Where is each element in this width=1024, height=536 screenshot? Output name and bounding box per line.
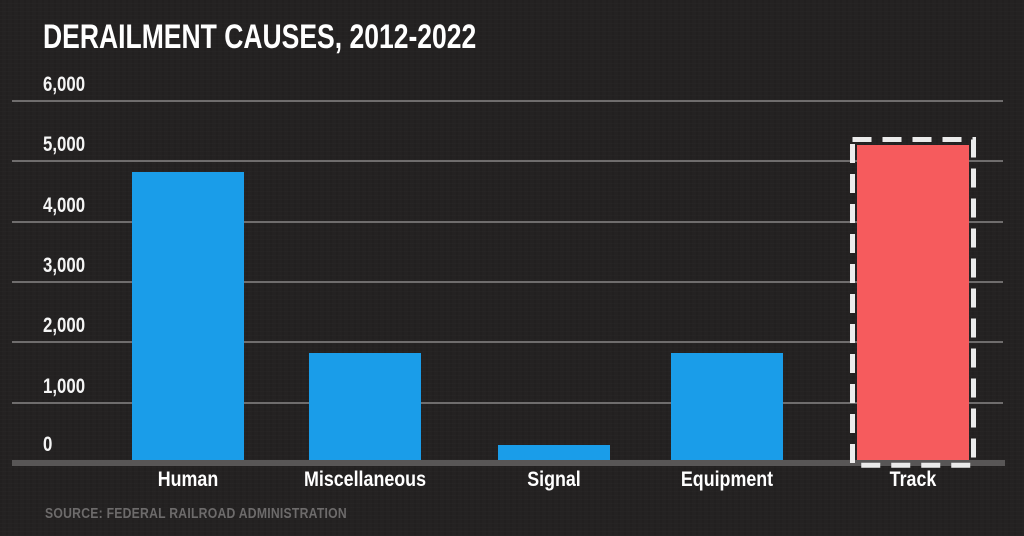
- bar-equipment: [671, 353, 783, 462]
- category-label-signal: Signal: [527, 468, 581, 491]
- y-axis-tick-label: 2,000: [43, 314, 86, 338]
- source-attribution: SOURCE: FEDERAL RAILROAD ADMINISTRATION: [45, 506, 347, 522]
- category-label-human: Human: [157, 468, 219, 491]
- bar-chart-plot-area: 6,000 5,000 4,000 3,000 2,000 1,000 0 Human Misc…: [12, 73, 1005, 491]
- y-axis-tick-label: 0: [43, 433, 53, 456]
- category-label-equipment: Equipment: [680, 468, 774, 491]
- y-axis-tick-label: 1,000: [43, 374, 86, 398]
- gridline-1000: [12, 401, 1003, 404]
- x-axis-baseline: [12, 460, 1005, 466]
- gridline-2000: [12, 341, 1003, 344]
- bar-miscellaneous: [309, 353, 421, 462]
- category-label-miscellaneous: Miscellaneous: [303, 468, 427, 491]
- y-axis-tick-label: 5,000: [43, 133, 86, 157]
- chart-title: DERAILMENT CAUSES, 2012-2022: [43, 18, 477, 56]
- highlight-dashed-outline: [850, 137, 976, 468]
- bar-track: [857, 145, 969, 462]
- gridline-5000: [12, 160, 1003, 163]
- gridline-4000: [12, 220, 1003, 223]
- gridline-3000: [12, 281, 1003, 283]
- category-label-track: Track: [889, 468, 937, 491]
- y-axis-tick-label: 6,000: [43, 73, 86, 96]
- bar-signal: [498, 445, 610, 462]
- y-axis-tick-label: 3,000: [43, 254, 86, 277]
- bar-human: [132, 172, 244, 462]
- y-axis-tick-label: 4,000: [43, 193, 86, 217]
- gridline-6000: [12, 100, 1003, 102]
